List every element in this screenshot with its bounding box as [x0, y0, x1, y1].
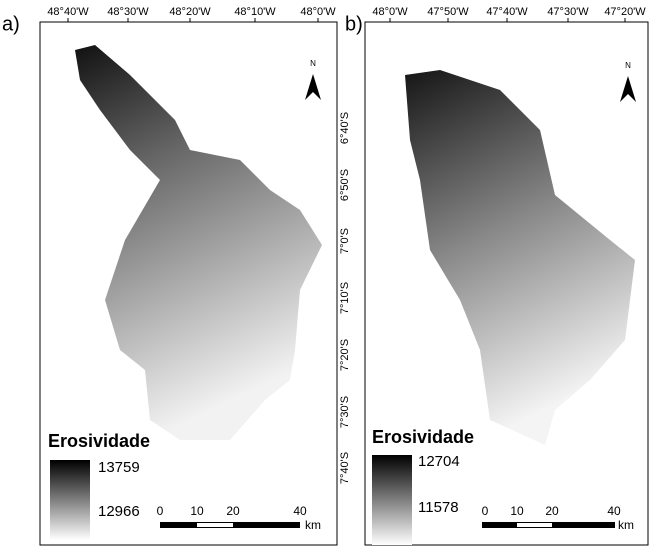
legend-max: 12704 — [418, 453, 460, 470]
frame-a — [39, 21, 338, 546]
scale-label: 20 — [226, 504, 240, 518]
lon-label: 48°0'W — [300, 6, 336, 18]
scale-bar-seg — [197, 523, 233, 527]
scale-unit: km — [305, 518, 321, 532]
legend-max: 13759 — [98, 459, 140, 476]
lon-label: 48°10'W — [234, 6, 276, 18]
scale-label: 0 — [157, 504, 164, 518]
north-arrow — [305, 74, 321, 100]
lat-label: 6°50'S — [339, 169, 351, 201]
north-arrow — [620, 76, 636, 102]
legend-title: Erosividade — [372, 427, 474, 447]
north-label: N — [625, 61, 631, 70]
lat-label: 6°40'S — [339, 112, 351, 144]
scale-label: 20 — [545, 504, 559, 518]
lat-label: 7°20'S — [339, 339, 351, 371]
scale-bar-seg — [517, 523, 552, 527]
lon-label: 48°20'W — [169, 6, 211, 18]
scale-label: 10 — [510, 504, 524, 518]
panel-label: b) — [345, 13, 363, 35]
lon-label: 48°40'W — [47, 6, 89, 18]
legend-ramp — [372, 455, 412, 545]
lon-label: 47°30'W — [547, 6, 589, 18]
lon-label: 47°50'W — [427, 6, 469, 18]
legend-title: Erosividade — [48, 431, 150, 451]
scale-label: 0 — [482, 504, 489, 518]
scale-label: 10 — [190, 504, 204, 518]
lat-label: 7°30'S — [339, 396, 351, 428]
lon-label: 47°40'W — [486, 6, 528, 18]
lat-label: 7°0'S — [339, 228, 351, 254]
scale-label: 40 — [293, 504, 307, 518]
lat-label: 7°40'S — [339, 452, 351, 484]
lon-label: 48°0'W — [372, 6, 408, 18]
panel-label: a) — [2, 13, 20, 35]
lon-label: 47°20'W — [604, 6, 646, 18]
scale-label: 40 — [607, 504, 621, 518]
lat-label: 7°10'S — [339, 282, 351, 314]
legend-min: 12966 — [98, 503, 140, 520]
basin-b — [405, 70, 635, 445]
basin-a — [75, 45, 322, 440]
scale-unit: km — [618, 518, 634, 532]
legend-ramp — [50, 460, 90, 540]
lon-label: 48°30'W — [107, 6, 149, 18]
north-label: N — [310, 59, 316, 68]
legend-min: 11578 — [418, 499, 459, 516]
